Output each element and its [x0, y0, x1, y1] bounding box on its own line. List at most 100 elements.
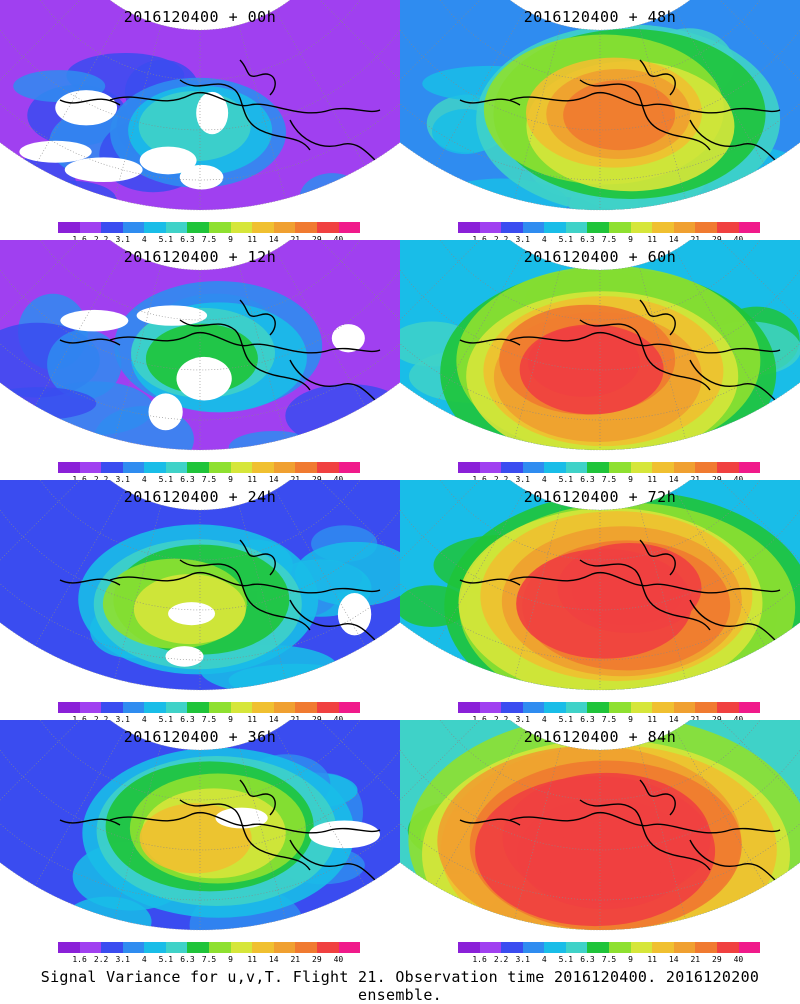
colorbar-swatch	[252, 462, 274, 473]
colorbar-swatch	[544, 702, 566, 713]
colorbar-swatch	[338, 462, 361, 473]
colorbar-tick-label: 2.2	[493, 715, 509, 724]
colorbar-tick-label: 4	[541, 475, 547, 484]
colorbar-tick-label: 5.1	[558, 235, 574, 244]
colorbar-swatch	[165, 222, 188, 233]
colorbar-tick-label: 4	[141, 475, 147, 484]
colorbar-swatch	[544, 462, 566, 473]
map-panel: 2016120400 + 12h 1.6 2.2 3.1 4 5.1 6.3 7.5 9 11 14…	[0, 240, 400, 485]
colorbar-tick-label: 40	[333, 235, 344, 244]
colorbar-tick-label: 6.3	[180, 955, 195, 964]
colorbar-swatch	[652, 702, 674, 713]
colorbar-swatch	[122, 462, 145, 473]
colorbar-swatch	[544, 942, 566, 953]
colorbar-ticks: 1.6 2.2 3.1 4 5.1 6.3 7.5 9 11 14 21 29 40	[58, 475, 360, 485]
colorbar-swatch	[79, 702, 102, 713]
colorbar-swatch	[144, 462, 166, 473]
colorbar-swatch	[273, 462, 296, 473]
colorbar	[58, 702, 361, 713]
colorbar-tick-label: 9	[628, 475, 633, 484]
colorbar-tick-label: 29	[712, 955, 722, 964]
colorbar-swatch	[187, 942, 210, 953]
colorbar-swatch	[673, 942, 696, 953]
colorbar-swatch	[673, 462, 696, 473]
colorbar-tick-label: 1.6	[472, 715, 487, 724]
colorbar-swatch	[522, 462, 545, 473]
colorbar-ticks: 1.6 2.2 3.1 4 5.1 6.3 7.5 9 11 14 21 29 40	[458, 235, 760, 245]
colorbar-swatch	[522, 942, 545, 953]
colorbar-swatch	[738, 702, 761, 713]
panel-title: 2016120400 + 24h	[123, 488, 277, 506]
colorbar-tick-label: 2.2	[93, 235, 109, 244]
colorbar-tick-label: 3.1	[115, 475, 130, 484]
panel-title: 2016120400 + 48h	[523, 8, 677, 26]
colorbar-swatch	[101, 462, 123, 473]
colorbar-tick-label: 11	[247, 475, 257, 484]
colorbar-tick-label: 6.3	[580, 235, 595, 244]
colorbar-swatch	[652, 942, 674, 953]
panel-title: 2016120400 + 72h	[523, 488, 677, 506]
colorbar-swatch	[101, 702, 123, 713]
colorbar-swatch	[209, 222, 231, 233]
colorbar-swatch	[230, 942, 253, 953]
colorbar-tick-label: 2.2	[93, 955, 109, 964]
colorbar-swatch	[79, 222, 102, 233]
colorbar-tick-label: 6.3	[180, 475, 195, 484]
colorbar-swatch	[695, 942, 717, 953]
colorbar-tick-label: 21	[290, 715, 301, 724]
colorbar-swatch	[209, 462, 231, 473]
colorbar-swatch	[630, 462, 653, 473]
colorbar-swatch	[187, 702, 210, 713]
colorbar-tick-label: 5.1	[158, 715, 174, 724]
map-sector	[0, 240, 400, 451]
colorbar-tick-label: 40	[333, 715, 344, 724]
colorbar-swatch	[122, 222, 145, 233]
colorbar-swatch	[652, 462, 674, 473]
colorbar-tick-label: 3.1	[515, 235, 530, 244]
colorbar	[58, 222, 361, 233]
panel-title: 2016120400 + 12h	[123, 248, 277, 266]
colorbar-swatch	[501, 942, 523, 953]
map-panel: 2016120400 + 00h 1.6 2.2 3.1 4 5.1 6.3 7.5 9 11 14…	[0, 0, 400, 245]
map-sector	[400, 480, 800, 691]
colorbar-tick-label: 11	[247, 715, 257, 724]
colorbar-tick-label: 40	[333, 475, 344, 484]
colorbar-tick-label: 3.1	[115, 235, 130, 244]
colorbar-tick-label: 9	[628, 715, 633, 724]
figure-caption: Signal Variance for u,v,T. Flight 21. Ob…	[40, 968, 760, 1004]
colorbar-tick-label: 11	[247, 235, 257, 244]
colorbar-tick-label: 9	[628, 235, 633, 244]
colorbar-swatch	[58, 222, 80, 233]
colorbar-swatch	[738, 462, 761, 473]
colorbar-swatch	[565, 942, 588, 953]
variance-field	[0, 720, 400, 930]
colorbar-tick-label: 21	[290, 955, 301, 964]
colorbar-ticks: 1.6 2.2 3.1 4 5.1 6.3 7.5 9 11 14 21 29 40	[58, 715, 360, 725]
colorbar-tick-label: 21	[690, 235, 701, 244]
panel-title: 2016120400 + 36h	[123, 728, 277, 746]
colorbar-tick-label: 7.5	[201, 715, 217, 724]
variance-field	[400, 240, 800, 450]
variance-field	[400, 720, 800, 930]
colorbar-swatch	[58, 702, 80, 713]
colorbar-swatch	[587, 702, 610, 713]
colorbar-swatch	[479, 462, 502, 473]
colorbar-tick-label: 21	[290, 235, 301, 244]
colorbar-swatch	[273, 222, 296, 233]
colorbar-tick-label: 21	[290, 475, 301, 484]
colorbar-swatch	[165, 462, 188, 473]
colorbar-tick-label: 6.3	[580, 955, 595, 964]
colorbar-tick-label: 29	[712, 715, 722, 724]
map-panel: 2016120400 + 36h 1.6 2.2 3.1 4 5.1 6.3 7.5 9 11 14…	[0, 720, 400, 965]
variance-field	[400, 480, 800, 690]
map-sector	[400, 720, 800, 931]
colorbar-tick-label: 29	[312, 235, 322, 244]
panel-title: 2016120400 + 60h	[523, 248, 677, 266]
colorbar-tick-label: 9	[228, 475, 233, 484]
colorbar-tick-label: 9	[628, 955, 633, 964]
map-sector	[0, 720, 400, 931]
map-panel: 2016120400 + 84h 1.6 2.2 3.1 4 5.1 6.3 7.5 9 11 14…	[400, 720, 800, 965]
colorbar-tick-label: 2.2	[93, 715, 109, 724]
colorbar-tick-label: 1.6	[472, 235, 487, 244]
colorbar-swatch	[458, 942, 480, 953]
